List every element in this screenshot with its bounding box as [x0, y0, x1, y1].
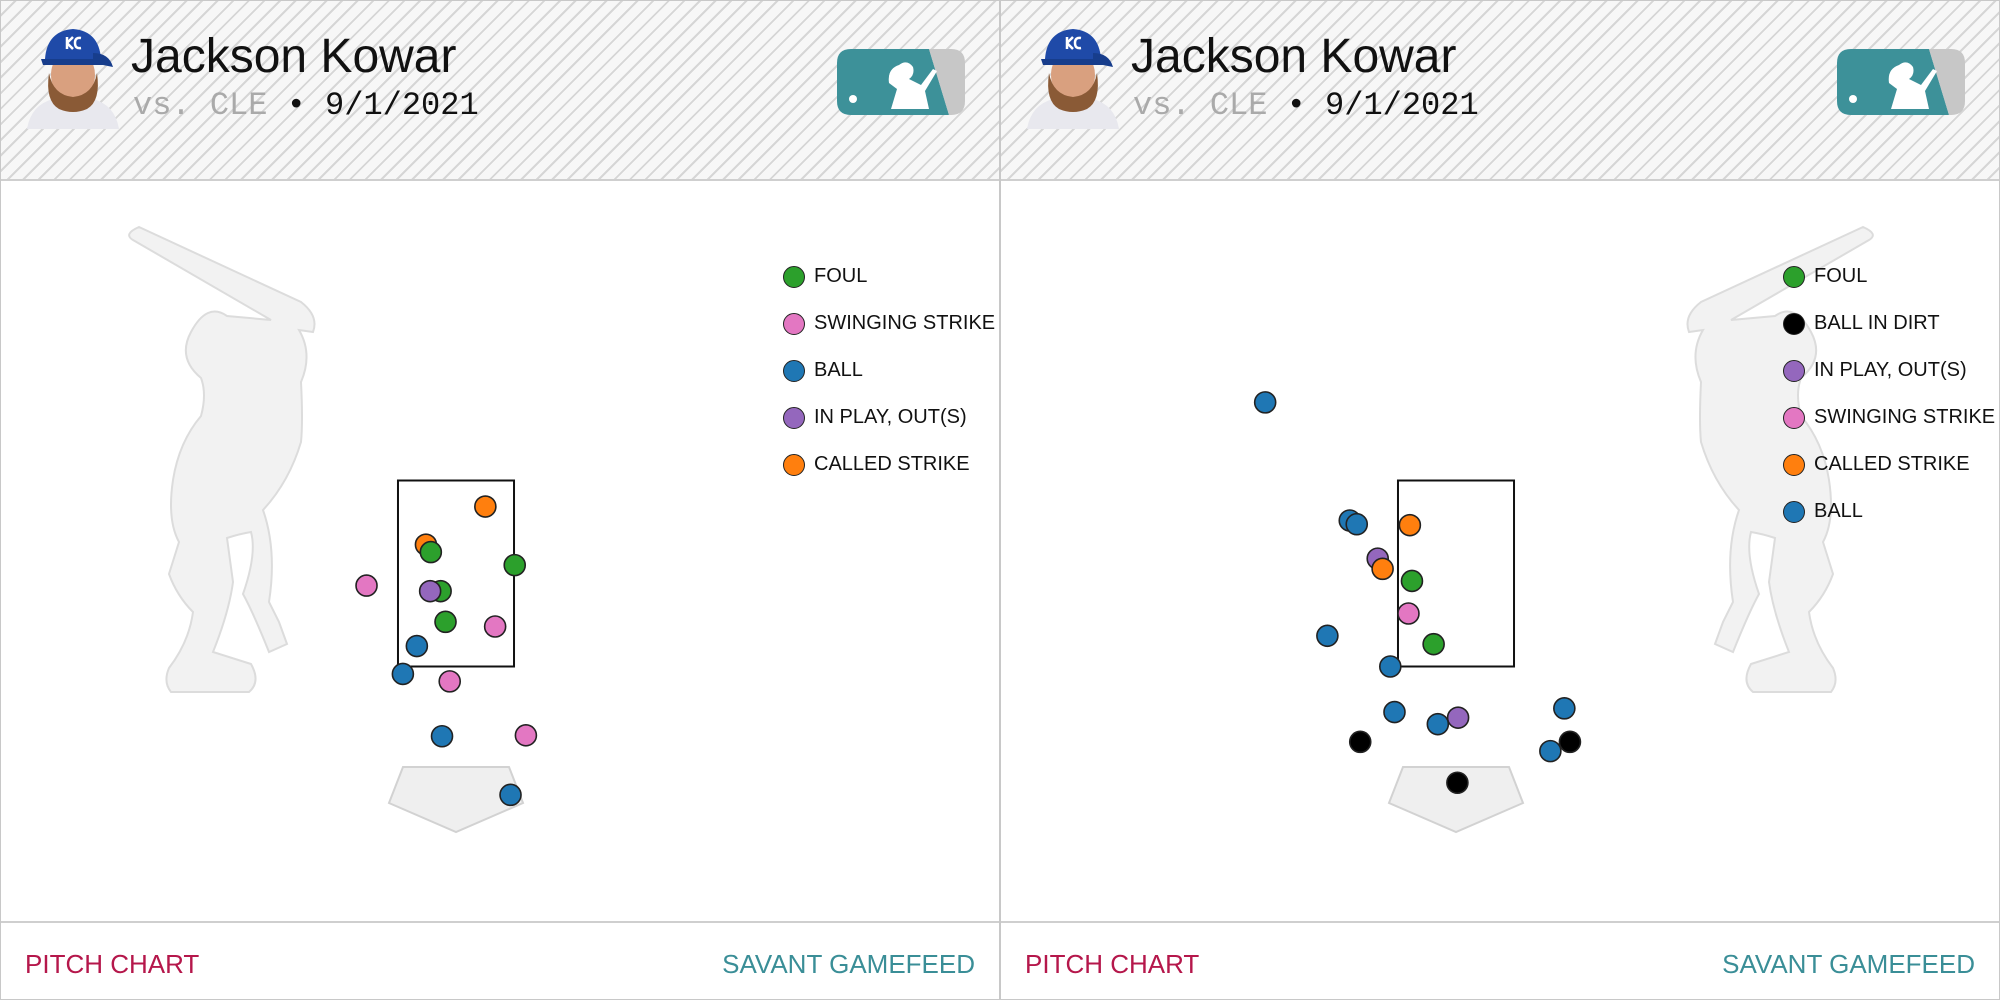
home-plate: [1387, 766, 1525, 834]
pitch-point[interactable]: [474, 495, 497, 518]
savant-gamefeed-link[interactable]: SAVANT GAMEFEED: [1722, 949, 1975, 979]
league-logo-icon: [837, 49, 965, 115]
pitch-point[interactable]: [1422, 632, 1445, 656]
pitch-point[interactable]: [483, 615, 507, 638]
pitch-point[interactable]: [1446, 771, 1469, 795]
legend-swatch: [1783, 406, 1805, 429]
legend-item: SWINGING STRIKE: [1783, 394, 1995, 441]
legend-label: IN PLAY, OUT(S): [1814, 359, 1967, 381]
player-headshot-avatar: [1027, 29, 1119, 129]
pitch-point[interactable]: [503, 553, 527, 577]
legend-label: BALL IN DIRT: [1814, 312, 1940, 334]
pitch-chart-card-2: Jackson Kowar vs. CLE • 9/1/2021 FOUL BAL…: [1000, 0, 2000, 1000]
legend-swatch: [1783, 500, 1805, 523]
pitch-point[interactable]: [1345, 512, 1369, 536]
legend-item: FOUL: [1783, 253, 1995, 300]
legend-item: SWINGING STRIKE: [783, 300, 995, 347]
strike-zone: [1396, 479, 1516, 668]
pitch-point[interactable]: [1253, 391, 1277, 414]
pitch-point[interactable]: [499, 783, 522, 807]
pitch-point[interactable]: [1446, 706, 1470, 729]
pitch-point[interactable]: [418, 579, 442, 603]
game-date: 9/1/2021: [325, 87, 479, 124]
legend-swatch: [1783, 453, 1805, 476]
legend-item: CALLED STRIKE: [1783, 441, 1995, 488]
legend-swatch: [783, 406, 805, 429]
legend-item: BALL IN DIRT: [1783, 300, 1995, 347]
pitch-point[interactable]: [1426, 712, 1450, 736]
separator-dot: •: [1286, 87, 1306, 124]
pitch-point[interactable]: [1397, 602, 1420, 625]
legend-item: FOUL: [783, 253, 995, 300]
game-info: vs. CLE • 9/1/2021: [1133, 87, 1479, 124]
legend-swatch: [783, 265, 805, 288]
pitch-chart-link[interactable]: PITCH CHART: [1025, 949, 1200, 979]
pitch-location-plot: [1253, 225, 1874, 834]
legend-item: IN PLAY, OUT(S): [1783, 347, 1995, 394]
card-header: Jackson Kowar vs. CLE • 9/1/2021: [1001, 1, 1999, 181]
pitch-point[interactable]: [1383, 700, 1406, 724]
legend-label: CALLED STRIKE: [1814, 453, 1970, 475]
pitch-point[interactable]: [1558, 730, 1582, 754]
legend-item: BALL: [1783, 488, 1995, 535]
pitch-chart-link[interactable]: PITCH CHART: [25, 949, 200, 979]
pitch-point[interactable]: [1348, 730, 1372, 754]
player-headshot-avatar: [27, 29, 119, 129]
pitch-point[interactable]: [1398, 513, 1422, 537]
legend-label: SWINGING STRIKE: [814, 312, 996, 334]
result-legend: FOUL SWINGING STRIKE BALL IN PLAY, OUT(S) CA…: [783, 253, 995, 488]
opponent-label: vs. CLE: [133, 87, 268, 124]
pitch-point[interactable]: [1400, 569, 1424, 593]
game-date: 9/1/2021: [1325, 87, 1479, 124]
game-info: vs. CLE • 9/1/2021: [133, 87, 479, 124]
pitcher-name: Jackson Kowar: [131, 30, 457, 83]
pitch-point[interactable]: [438, 670, 462, 693]
pitch-point[interactable]: [1378, 655, 1402, 678]
result-legend: FOUL BALL IN DIRT IN PLAY, OUT(S) SWINGING …: [1783, 253, 1995, 535]
pitcher-name: Jackson Kowar: [1131, 30, 1457, 83]
separator-dot: •: [286, 87, 306, 124]
legend-item: BALL: [783, 347, 995, 394]
league-logo-icon: [1837, 49, 1965, 115]
legend-label: FOUL: [1814, 265, 1868, 287]
card-header: Jackson Kowar vs. CLE • 9/1/2021: [1, 1, 999, 181]
legend-swatch: [1783, 312, 1805, 335]
pitch-point[interactable]: [355, 574, 378, 597]
pitch-point[interactable]: [430, 724, 454, 748]
legend-label: FOUL: [814, 265, 868, 287]
card-footer: PITCH CHART SAVANT GAMEFEED: [1001, 921, 1999, 999]
pitch-point[interactable]: [1539, 739, 1562, 763]
batter-silhouette: [128, 225, 316, 693]
legend-label: BALL: [814, 359, 863, 381]
legend-label: SWINGING STRIKE: [1814, 406, 1996, 428]
card-footer: PITCH CHART SAVANT GAMEFEED: [1, 921, 999, 999]
pitch-chart-card-1: Jackson Kowar vs. CLE • 9/1/2021 FOUL SWI…: [0, 0, 1000, 1000]
pitch-point[interactable]: [391, 662, 415, 686]
legend-swatch: [1783, 265, 1805, 288]
legend-label: IN PLAY, OUT(S): [814, 406, 967, 428]
legend-swatch: [1783, 359, 1805, 382]
home-plate: [387, 766, 525, 834]
batter-silhouette: [1686, 225, 1874, 693]
legend-item: CALLED STRIKE: [783, 441, 995, 488]
pitch-point[interactable]: [514, 724, 538, 747]
pitch-point[interactable]: [1316, 624, 1339, 648]
pitch-point[interactable]: [434, 610, 457, 634]
savant-gamefeed-link[interactable]: SAVANT GAMEFEED: [722, 949, 975, 979]
legend-swatch: [783, 359, 805, 382]
legend-item: IN PLAY, OUT(S): [783, 394, 995, 441]
pitch-point[interactable]: [1371, 557, 1394, 581]
legend-label: CALLED STRIKE: [814, 453, 970, 475]
legend-swatch: [783, 312, 805, 335]
legend-swatch: [783, 453, 805, 476]
pitch-point[interactable]: [1553, 697, 1576, 720]
pitch-point[interactable]: [405, 634, 429, 658]
pitch-location-plot: [128, 225, 538, 834]
pitch-point[interactable]: [419, 540, 443, 564]
legend-label: BALL: [1814, 500, 1863, 522]
opponent-label: vs. CLE: [1133, 87, 1268, 124]
